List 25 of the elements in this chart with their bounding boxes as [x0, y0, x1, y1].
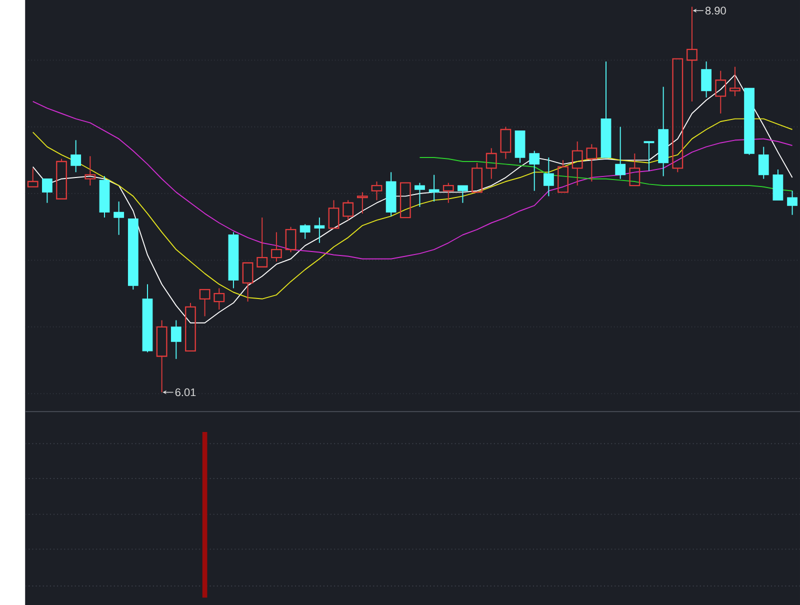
candlestick: [270, 232, 282, 262]
candlestick: [70, 139, 82, 172]
candlestick: [486, 148, 497, 180]
candlestick: [84, 156, 96, 186]
candlestick: [214, 288, 225, 310]
annotation: 6.01: [175, 388, 196, 396]
candlestick: [314, 216, 325, 244]
candlestick: [543, 156, 554, 196]
candlestick: [42, 178, 52, 204]
candlestick: [715, 70, 726, 114]
candlestick: [414, 182, 425, 208]
candlestick: [787, 190, 798, 216]
candlestick: [300, 224, 310, 240]
candlestick: [572, 140, 583, 186]
candlestick: [458, 184, 468, 204]
candlestick: [356, 192, 368, 214]
annotation: 8.90: [705, 6, 726, 14]
candlestick: [428, 174, 440, 202]
candlestick: [170, 320, 182, 360]
candlestick: [615, 126, 626, 180]
candlestick: [701, 60, 712, 98]
candlestick: [529, 150, 540, 192]
candlestick: [644, 140, 654, 172]
candlestick: [114, 200, 124, 236]
candlestick: [758, 146, 769, 180]
